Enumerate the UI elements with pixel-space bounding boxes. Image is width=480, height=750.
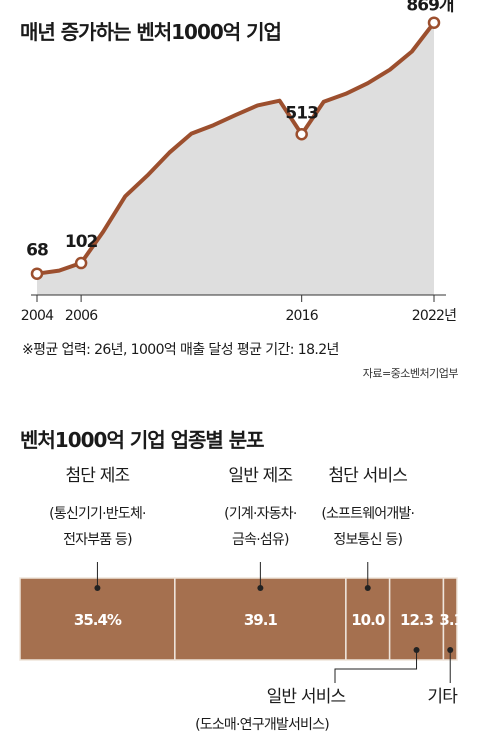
footnote: ※평균 업력: 26년, 1000억 매출 달성 평균 기간: 18.2년 [22,342,339,358]
callout-title: 기타 [427,687,458,707]
data-point-marker [30,267,44,280]
segment-value-label: 12.3 [400,611,434,629]
callout-title: 첨단 서비스 [328,466,407,486]
x-tick-label: 2004 [21,308,54,324]
callout-dot [257,585,264,591]
bar-segment [19,577,176,661]
segment-value-label: 35.4% [74,611,122,629]
data-point-marker [295,128,308,141]
x-tick-label: 2022년 [412,308,457,324]
data-point-marker [74,256,88,270]
data-label: 869개 [406,0,453,16]
callout-dot [364,585,371,591]
data-label: 513 [285,103,318,123]
callout-leader [334,650,418,683]
line-chart: 2004 2006 2016 2022년 68 102 513 869개 [21,0,457,324]
data-point-marker [427,16,441,29]
segment-value-label: 10.0 [351,611,385,629]
callout-detail: (기계·자동차· [224,506,296,522]
chart-title-growth: 매년 증가하는 벤처1000억 기업 [20,20,282,44]
data-label: 68 [26,241,48,261]
series-line [35,20,436,276]
callout-dot [94,585,101,591]
callout-title: 일반 제조 [228,466,292,486]
chart-title-industry: 벤처1000억 기업 업종별 분포 [20,428,265,452]
x-tick-label: 2006 [65,308,98,324]
area-fill [37,22,434,295]
callout-detail: (통신기기·반도체· [49,506,146,522]
source-label: 자료=중소벤처기업부 [362,367,459,380]
callout-detail: (도소매·연구개발서비스) [195,717,329,733]
callout-detail: (소프트웨어개발· [321,506,414,522]
callout-detail: 정보통신 등) [333,532,402,548]
x-tick-label: 2016 [285,308,318,324]
callout-detail: 금속·섬유) [232,532,289,548]
data-label: 102 [65,232,98,252]
callout-title: 첨단 제조 [65,466,129,486]
bar-segment [345,577,391,661]
callout-title: 일반 서비스 [267,687,346,707]
segment-value-label: 39.1 [244,611,278,629]
segment-value-label: 3.1 [439,611,463,629]
callout-detail: 전자부품 등) [63,532,132,548]
